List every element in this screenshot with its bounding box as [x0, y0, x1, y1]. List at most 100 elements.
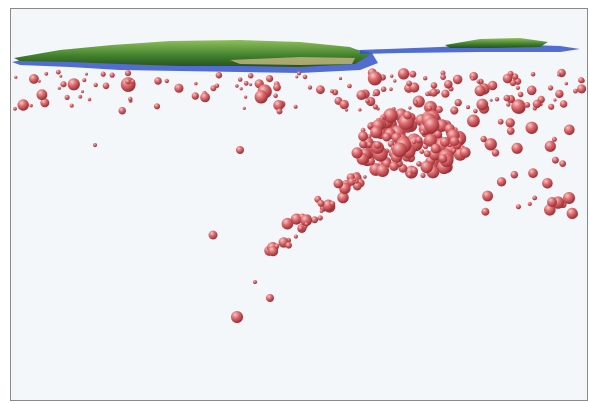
hypocenter	[367, 71, 382, 86]
hypocenter	[435, 105, 443, 114]
hypocenter	[482, 190, 493, 202]
hypocenter	[366, 141, 373, 148]
hypocenter	[100, 71, 106, 77]
hypocenter	[532, 99, 542, 109]
hypocenter	[281, 217, 294, 230]
hypocenter	[243, 80, 249, 86]
hypocenter	[273, 100, 284, 111]
hypocenter	[276, 108, 283, 115]
hypocenter	[372, 104, 379, 110]
hypocenter	[559, 160, 567, 168]
hypocenter	[429, 88, 438, 97]
hypocenter	[403, 111, 412, 120]
hypocenter	[438, 154, 448, 164]
hypocenter	[491, 149, 500, 157]
hypocenter	[439, 136, 450, 147]
hypocenter	[239, 87, 243, 91]
hypocenter	[454, 98, 462, 107]
hypocenter	[208, 230, 218, 240]
hypocenter	[317, 215, 323, 221]
hypocenter	[268, 246, 279, 257]
hypocenter	[430, 82, 438, 89]
hypocenter	[57, 86, 61, 90]
hypocenter	[319, 209, 324, 213]
hypocenter	[300, 214, 313, 227]
hypocenter	[577, 84, 587, 94]
hypocenter	[254, 90, 268, 104]
hypocenter	[237, 77, 243, 82]
hypocenter	[353, 178, 357, 182]
hypocenter	[476, 79, 481, 84]
hypocenter	[389, 161, 399, 171]
hypocenter	[450, 106, 459, 115]
hypocenter	[235, 84, 239, 88]
hypocenter	[502, 73, 513, 84]
hypocenter	[329, 201, 336, 207]
hypocenter	[441, 89, 450, 98]
hypocenter	[285, 242, 293, 249]
hypocenter	[474, 85, 486, 97]
hypocenter	[526, 85, 537, 96]
hypocenter	[64, 94, 70, 100]
hypocenter	[352, 181, 362, 191]
hypocenter	[413, 100, 418, 105]
hypocenter	[527, 201, 532, 206]
hypocenter	[410, 166, 418, 175]
hypocenter	[542, 178, 553, 189]
hypocenter	[503, 94, 511, 102]
hypocenter	[409, 82, 420, 93]
hypocenter	[515, 204, 522, 210]
hypocenter	[383, 108, 398, 123]
hypocenter	[44, 71, 49, 76]
hypocenter	[510, 170, 519, 179]
hypocenter	[60, 81, 67, 88]
hypocenter	[487, 80, 498, 91]
hypocenter	[489, 98, 493, 102]
hypocenter	[555, 89, 564, 99]
hypocenter	[430, 143, 441, 154]
hypocenter	[452, 74, 463, 85]
hypocenter	[419, 149, 425, 155]
hypocenter	[511, 99, 526, 114]
hypocenter	[231, 311, 243, 323]
hypocenter	[55, 69, 61, 75]
hypocenter	[578, 77, 585, 84]
hypocenter	[316, 85, 325, 95]
hypocenter	[466, 105, 470, 110]
hypocenter	[393, 79, 397, 83]
hypocenter	[93, 143, 97, 147]
hypocenter	[440, 74, 446, 80]
hypocenter	[511, 142, 523, 154]
hypocenter	[530, 71, 536, 77]
hypocenter	[433, 129, 443, 139]
hypocenter	[359, 140, 368, 149]
hypocenter	[37, 79, 41, 83]
hypocenter	[273, 83, 281, 92]
hypocenter	[525, 121, 538, 134]
hypocenter	[380, 86, 387, 92]
hypocenter	[524, 102, 531, 108]
hypocenter	[392, 142, 407, 158]
hypocenter	[564, 81, 568, 86]
hypocenter	[367, 123, 374, 129]
hypocenter	[420, 130, 425, 135]
hypocenter	[266, 294, 274, 302]
hypocenter	[449, 136, 460, 146]
hypocenter	[473, 108, 478, 114]
hypocenter	[154, 77, 162, 85]
hypocenter	[93, 82, 98, 88]
hypocenter	[564, 124, 575, 136]
hypocenter	[517, 91, 524, 98]
hypocenter	[389, 87, 393, 91]
hypocenter	[557, 73, 561, 77]
hypocenter	[290, 213, 302, 225]
hypocenter	[420, 160, 433, 174]
hypocenters	[13, 68, 587, 323]
hypocenter	[164, 78, 169, 84]
hypocenter	[440, 70, 446, 76]
hypocenter	[515, 85, 521, 90]
hypocenter	[29, 103, 33, 108]
hypocenter	[247, 72, 254, 79]
hypocenter	[420, 172, 426, 178]
plain	[230, 57, 355, 65]
